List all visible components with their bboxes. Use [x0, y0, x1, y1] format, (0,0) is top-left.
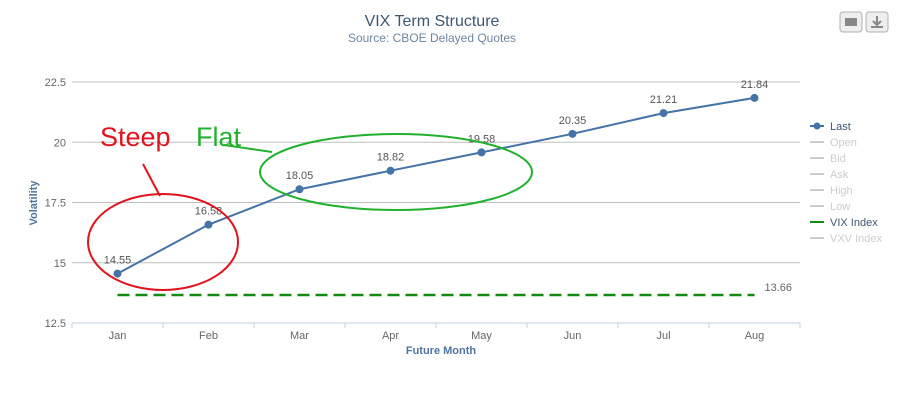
y-tick-label: 17.5	[45, 198, 66, 210]
x-tick-label: May	[471, 330, 492, 342]
legend-label[interactable]: Last	[830, 121, 851, 133]
data-label: 18.05	[286, 170, 314, 182]
data-label: 20.35	[559, 115, 587, 127]
chart-subtitle: Source: CBOE Delayed Quotes	[348, 31, 516, 45]
x-tick-label: Apr	[382, 330, 399, 342]
point	[477, 148, 486, 157]
legend-label[interactable]: Bid	[830, 153, 846, 165]
point	[568, 129, 577, 138]
data-label: 21.84	[741, 79, 769, 91]
legend-label[interactable]: High	[830, 185, 853, 197]
legend: Last Open Bid Ask High Low VIX Index VXV Index	[810, 121, 882, 245]
x-tick-label: Jul	[656, 330, 670, 342]
point	[750, 93, 759, 102]
data-label: 14.55	[104, 255, 132, 267]
annotation-ellipse	[87, 193, 239, 291]
y-tick-label: 12.5	[45, 318, 66, 330]
legend-label[interactable]: Low	[830, 201, 850, 213]
print-icon	[845, 18, 857, 26]
data-label: 18.82	[377, 152, 405, 164]
data-label: 21.21	[650, 94, 678, 106]
y-tick-label: 22.5	[45, 77, 66, 89]
export-icon	[871, 16, 883, 28]
legend-label[interactable]: VXV Index	[830, 233, 882, 245]
data-label: 19.58	[468, 133, 496, 145]
legend-label[interactable]: Ask	[830, 169, 849, 181]
legend-marker	[813, 122, 821, 130]
annotation-pointer	[223, 144, 273, 153]
point	[659, 109, 668, 118]
chart-title: VIX Term Structure	[365, 13, 500, 30]
annotation-ellipse	[259, 133, 533, 211]
point	[386, 166, 395, 175]
series-line	[117, 96, 755, 275]
annotation-text: Steep	[100, 122, 171, 152]
y-tick-label: 15	[54, 258, 66, 270]
y-axis-title: Volatility	[28, 180, 40, 226]
x-tick-label: Feb	[199, 330, 218, 342]
data-label: 13.66	[765, 282, 793, 294]
export-buttons	[839, 11, 889, 33]
x-axis-title: Future Month	[406, 345, 477, 357]
x-tick-label: Jun	[564, 330, 582, 342]
legend-label[interactable]: Open	[830, 137, 857, 149]
x-tick-label: Mar	[290, 330, 309, 342]
legend-label[interactable]: VIX Index	[830, 217, 878, 229]
point	[295, 185, 304, 194]
x-tick-label: Jan	[109, 330, 127, 342]
annotation-pointer	[142, 163, 161, 197]
plot: 14.55 16.58 18.05 18.82 19.58 20.35 21.21 21.84…	[104, 79, 793, 297]
point	[113, 269, 122, 278]
annotations: Steep Flat	[87, 122, 533, 291]
annotation-text: Flat	[196, 122, 242, 152]
y-tick-label: 20	[54, 137, 66, 149]
x-tick-label: Aug	[745, 330, 765, 342]
data-label: 16.58	[195, 206, 223, 218]
point	[204, 220, 213, 229]
grid: 12.5 15 17.5 20 22.5 Jan Feb Mar Apr May Jun Jul Aug	[45, 77, 801, 342]
